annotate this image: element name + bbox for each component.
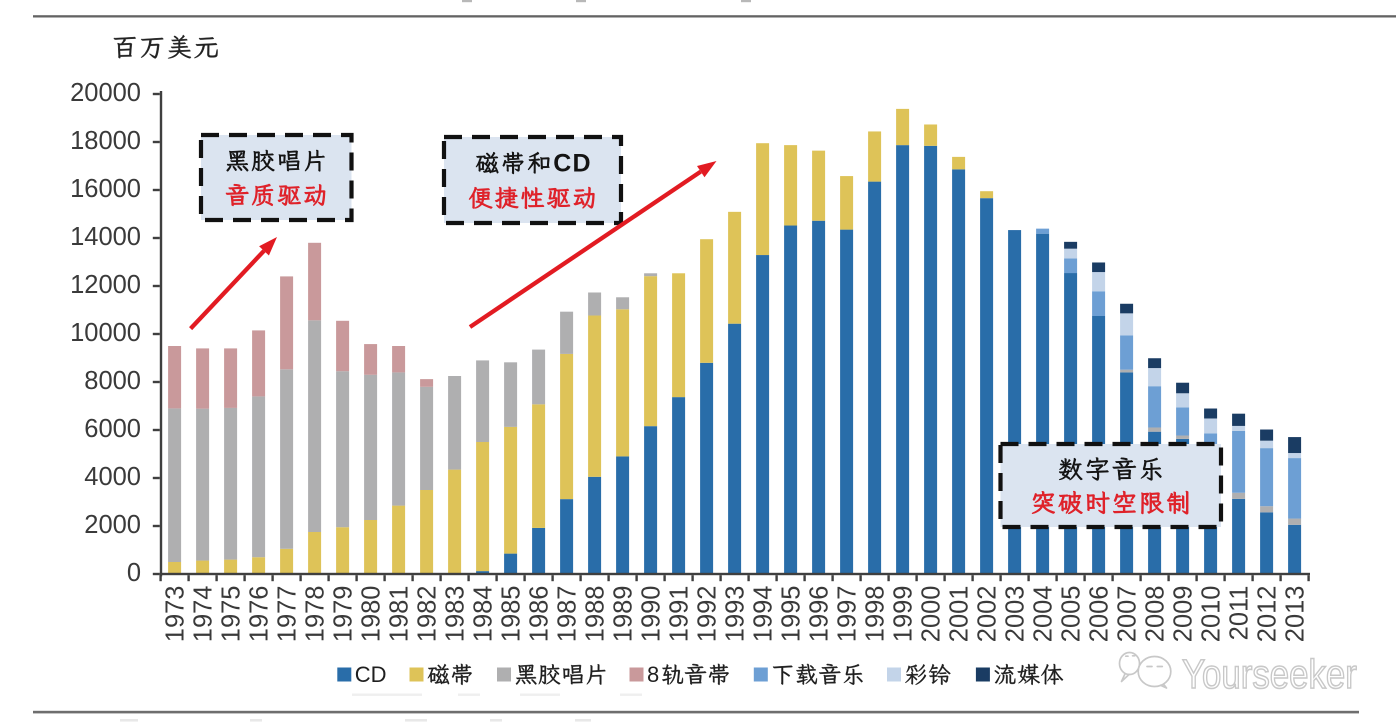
svg-text:1999: 1999 <box>890 586 918 643</box>
svg-text:1996: 1996 <box>806 586 834 643</box>
svg-text:1984: 1984 <box>470 586 498 643</box>
svg-text:2010: 2010 <box>1198 586 1226 643</box>
svg-text:1976: 1976 <box>246 586 274 643</box>
svg-text:CD: CD <box>355 662 387 687</box>
svg-text:1981: 1981 <box>386 586 414 643</box>
svg-text:1989: 1989 <box>610 586 638 643</box>
svg-text:1985: 1985 <box>498 586 526 643</box>
svg-text:1983: 1983 <box>442 586 470 643</box>
svg-text:1974: 1974 <box>190 586 218 643</box>
svg-text:2001: 2001 <box>946 586 974 643</box>
svg-text:C: C <box>553 149 571 177</box>
svg-text:2013: 2013 <box>1282 586 1310 643</box>
svg-text:10000: 10000 <box>70 319 141 347</box>
svg-text:0: 0 <box>127 559 141 587</box>
svg-text:1991: 1991 <box>666 586 694 643</box>
svg-text:6000: 6000 <box>84 415 141 443</box>
svg-text:1982: 1982 <box>414 586 442 643</box>
svg-text:1986: 1986 <box>526 586 554 643</box>
svg-text:1975: 1975 <box>218 586 246 643</box>
svg-text:1980: 1980 <box>358 586 386 643</box>
svg-text:1997: 1997 <box>834 586 862 643</box>
svg-text:2007: 2007 <box>1114 586 1142 643</box>
svg-text:16000: 16000 <box>70 175 141 203</box>
svg-text:1994: 1994 <box>750 586 778 643</box>
svg-text:2011: 2011 <box>1226 586 1254 641</box>
svg-text:12000: 12000 <box>70 271 141 299</box>
svg-text:20000: 20000 <box>70 79 141 107</box>
svg-text:4000: 4000 <box>84 463 141 491</box>
svg-text:2005: 2005 <box>1058 586 1086 643</box>
svg-text:8000: 8000 <box>84 367 141 395</box>
svg-text:1992: 1992 <box>694 586 722 643</box>
svg-text:2002: 2002 <box>974 586 1002 643</box>
svg-text:1979: 1979 <box>330 586 358 643</box>
svg-text:2012: 2012 <box>1254 586 1282 643</box>
svg-text:1978: 1978 <box>302 586 330 643</box>
svg-text:D: D <box>573 149 591 177</box>
svg-text:8: 8 <box>647 662 659 687</box>
svg-text:2006: 2006 <box>1086 586 1114 643</box>
svg-text:1990: 1990 <box>638 586 666 643</box>
svg-text:2009: 2009 <box>1170 586 1198 643</box>
svg-text:1988: 1988 <box>582 586 610 643</box>
svg-text:Yourseeker: Yourseeker <box>1182 653 1357 698</box>
svg-text:2008: 2008 <box>1142 586 1170 643</box>
svg-text:2004: 2004 <box>1030 586 1058 643</box>
svg-text:1973: 1973 <box>162 586 190 643</box>
svg-text:1987: 1987 <box>554 586 582 643</box>
svg-text:2003: 2003 <box>1002 586 1030 643</box>
svg-text:1993: 1993 <box>722 586 750 643</box>
svg-text:2000: 2000 <box>84 511 141 539</box>
svg-text:14000: 14000 <box>70 223 141 251</box>
svg-text:18000: 18000 <box>70 127 141 155</box>
svg-text:1998: 1998 <box>862 586 890 643</box>
svg-text:2000: 2000 <box>918 586 946 643</box>
svg-text:1995: 1995 <box>778 586 806 643</box>
svg-text:1977: 1977 <box>274 586 302 643</box>
